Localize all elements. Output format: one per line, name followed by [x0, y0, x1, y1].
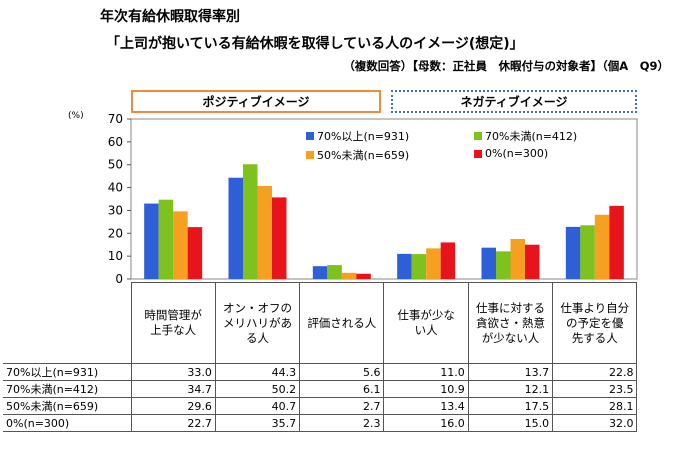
- bar: [356, 273, 371, 279]
- bar: [173, 211, 188, 279]
- data-cell: 35.7: [214, 414, 301, 432]
- data-cell: 2.3: [299, 414, 385, 432]
- legend-item: 70%以上(n=931): [306, 128, 409, 144]
- category-label: オン・オフの メリハリがあ る人: [214, 282, 301, 364]
- data-cell: 17.5: [467, 397, 554, 415]
- bar-chart: 0 10 20 30 40 50 60 70: [108, 112, 638, 286]
- bar: [580, 225, 595, 279]
- data-cell: 13.7: [467, 363, 554, 381]
- y-tick-label: 40: [108, 181, 123, 195]
- bar: [228, 177, 243, 279]
- row-label: 70%未満(n=412): [3, 380, 132, 398]
- bar: [525, 244, 540, 279]
- legend-item: 70%未満(n=412): [474, 128, 577, 144]
- legend-swatch: [474, 132, 482, 140]
- bar: [609, 205, 624, 279]
- bar: [144, 203, 159, 279]
- positive-image-label: ポジティブイメージ: [202, 95, 310, 109]
- data-cell: 50.2: [214, 380, 301, 398]
- header-corner: [3, 282, 132, 364]
- data-cell: 29.6: [130, 397, 216, 415]
- data-table: 時間管理が 上手な人 オン・オフの メリハリがあ る人 評価される人 仕事が少な い人 仕事に対…: [3, 282, 638, 432]
- y-tick-label: 20: [108, 226, 123, 240]
- data-cell: 6.1: [299, 380, 385, 398]
- bar: [341, 272, 357, 279]
- data-cell: 13.4: [383, 397, 469, 415]
- negative-image-label: ネガティブイメージ: [460, 95, 568, 109]
- data-cell: 28.1: [552, 397, 638, 415]
- table-row: 50%未満(n=659) 29.6 40.7 2.7 13.4 17.5 28.1: [3, 397, 638, 415]
- category-header-row: 時間管理が 上手な人 オン・オフの メリハリがあ る人 評価される人 仕事が少な い人 仕事に対…: [3, 282, 638, 364]
- data-cell: 40.7: [214, 397, 301, 415]
- data-cell: 11.0: [383, 363, 469, 381]
- bar: [327, 265, 342, 279]
- legend-swatch: [306, 132, 314, 140]
- bar: [565, 226, 581, 279]
- legend-label: 70%以上(n=931): [317, 130, 410, 143]
- legend-label: 50%未満(n=659): [317, 149, 410, 162]
- data-cell: 15.0: [467, 414, 554, 432]
- bar: [257, 185, 272, 279]
- data-cell: 12.1: [467, 380, 554, 398]
- y-axis-unit: (%): [68, 111, 84, 121]
- legend-label: 70%未満(n=412): [485, 130, 578, 143]
- data-cell: 34.7: [130, 380, 216, 398]
- category-label: 時間管理が 上手な人: [130, 282, 216, 364]
- y-tick-label: 60: [108, 135, 123, 149]
- bar: [510, 239, 525, 279]
- negative-image-group: ネガティブイメージ: [391, 90, 637, 113]
- y-tick-label: 50: [108, 158, 123, 172]
- data-cell: 32.0: [552, 414, 638, 432]
- data-cell: 5.6: [299, 363, 385, 381]
- table-row: 70%以上(n=931) 33.0 44.3 5.6 11.0 13.7 22.8: [3, 363, 638, 381]
- page-title: 年次有給休暇取得率別: [100, 9, 240, 25]
- bar: [496, 251, 511, 279]
- plot-area: [130, 118, 638, 280]
- chart-subtitle: 「上司が抱いている有給休暇を取得している人のイメージ(想定)」: [106, 36, 524, 52]
- category-label: 仕事が少な い人: [383, 282, 469, 364]
- positive-image-group: ポジティブイメージ: [131, 90, 381, 113]
- category-label: 仕事に対する 貪欲さ・熱意 が少ない人: [467, 282, 554, 364]
- row-label: 50%未満(n=659): [3, 397, 132, 415]
- table-row: 0%(n=300) 22.7 35.7 2.3 16.0 15.0 32.0: [3, 414, 638, 432]
- y-tick-label: 70: [108, 112, 123, 126]
- sample-note: （複数回答）【母数：正社員 休暇付与の対象者】（個A Q9）: [343, 59, 669, 73]
- row-label: 0%(n=300): [3, 414, 132, 432]
- category-label: 評価される人: [299, 282, 385, 364]
- bar: [243, 164, 258, 279]
- bar: [397, 253, 412, 279]
- legend-label: 0%(n=300): [485, 147, 549, 160]
- y-tick-label: 30: [108, 203, 123, 217]
- row-label: 70%以上(n=931): [3, 363, 132, 381]
- table-row: 70%未満(n=412) 34.7 50.2 6.1 10.9 12.1 23.5: [3, 380, 638, 398]
- data-cell: 16.0: [383, 414, 469, 432]
- category-label: 仕事より自分 の予定を優 先する人: [552, 282, 638, 364]
- legend-item: 0%(n=300): [474, 147, 548, 160]
- bar: [440, 242, 456, 279]
- data-cell: 33.0: [130, 363, 216, 381]
- legend-swatch: [474, 149, 482, 158]
- bar: [272, 197, 287, 279]
- bar: [481, 247, 496, 279]
- bar: [312, 266, 328, 279]
- bar: [158, 199, 174, 279]
- bar: [594, 214, 610, 279]
- data-cell: 44.3: [214, 363, 301, 381]
- y-tick-label: 0: [115, 272, 123, 286]
- data-cell: 22.8: [552, 363, 638, 381]
- data-cell: 23.5: [552, 380, 638, 398]
- bar: [426, 248, 441, 279]
- data-cell: 22.7: [130, 414, 216, 432]
- bar: [187, 227, 203, 279]
- data-cell: 10.9: [383, 380, 469, 398]
- bar: [411, 254, 427, 279]
- legend-item: 50%未満(n=659): [306, 147, 409, 163]
- legend-swatch: [306, 151, 314, 159]
- y-tick-label: 10: [108, 249, 123, 263]
- data-cell: 2.7: [299, 397, 385, 415]
